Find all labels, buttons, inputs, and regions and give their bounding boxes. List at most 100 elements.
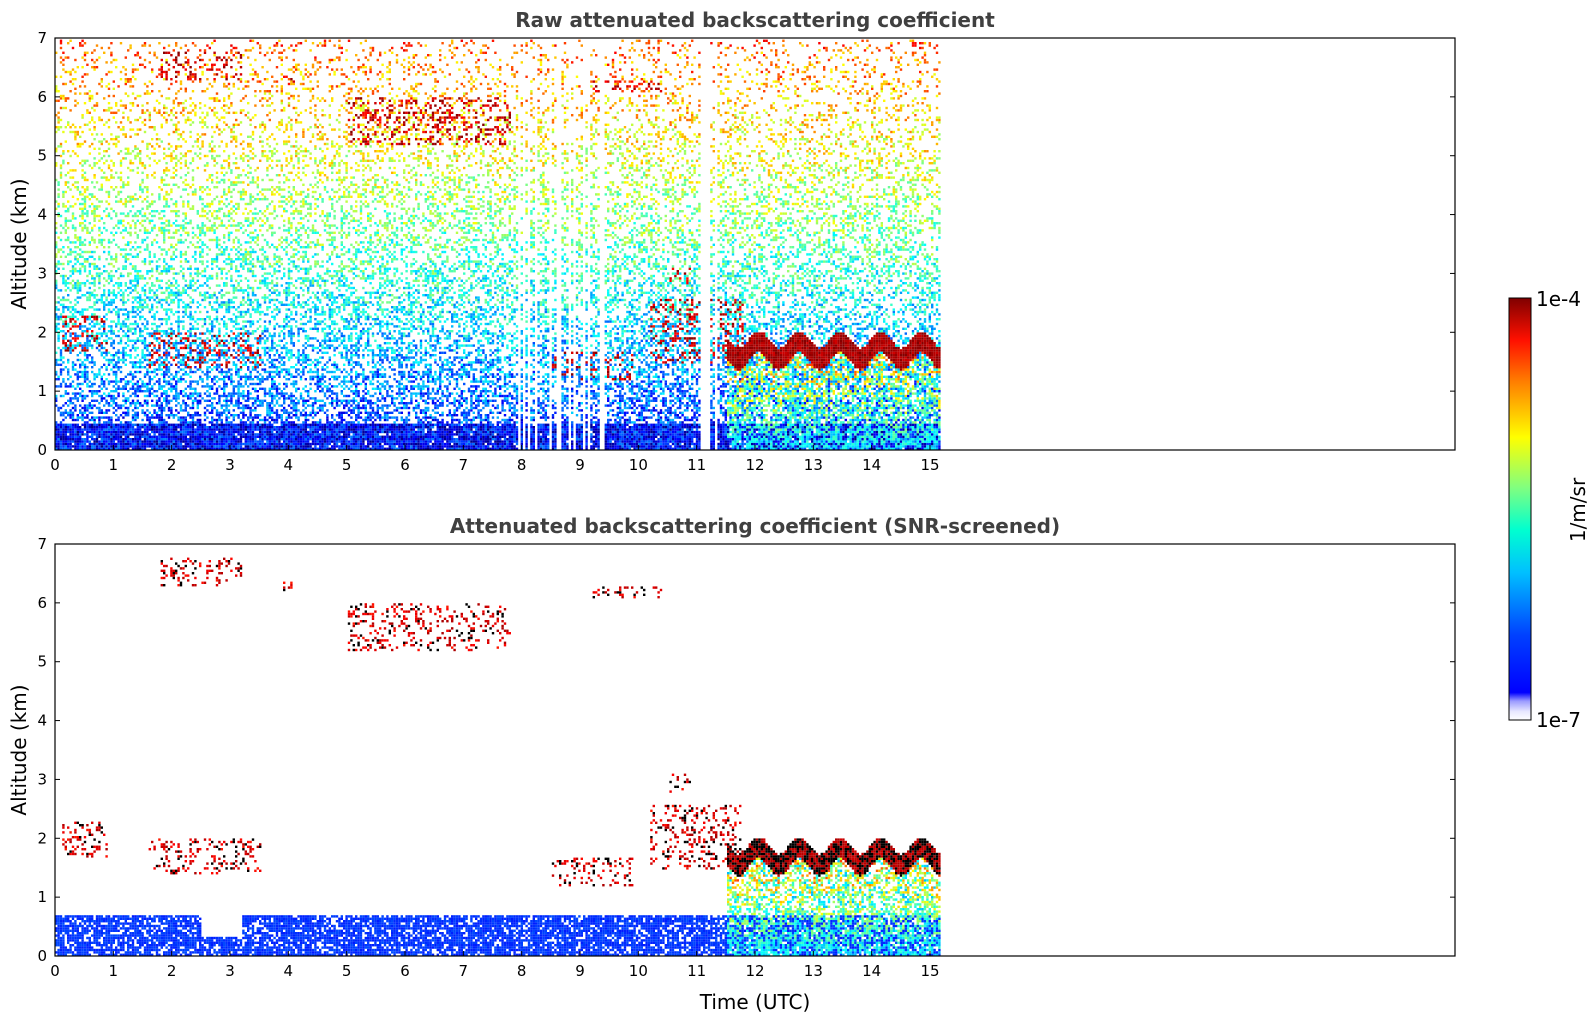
heatmap-cell — [175, 390, 178, 393]
heatmap-cell — [134, 382, 137, 386]
heatmap-cell — [167, 308, 171, 311]
heatmap-cell — [208, 229, 211, 232]
heatmap-cell — [57, 205, 60, 208]
heatmap-cell — [213, 51, 216, 54]
heatmap-cell — [230, 102, 233, 105]
heatmap-cell — [213, 73, 216, 76]
heatmap-cell — [100, 118, 103, 122]
heatmap-cell — [81, 423, 84, 426]
heatmap-cell — [179, 445, 183, 448]
heatmap-cell — [86, 339, 89, 342]
heatmap-cell — [124, 202, 127, 206]
heatmap-cell — [163, 267, 166, 270]
heatmap-cell — [127, 150, 130, 153]
heatmap-cell — [175, 294, 178, 297]
heatmap-cell — [230, 382, 233, 386]
heatmap-cell — [98, 234, 101, 237]
heatmap-cell — [134, 440, 137, 443]
heatmap-cell — [117, 219, 120, 222]
heatmap-cell — [165, 97, 168, 100]
heatmap-cell — [100, 442, 103, 446]
heatmap-cell — [139, 274, 142, 278]
heatmap-cell — [122, 236, 125, 239]
heatmap-cell — [100, 78, 103, 81]
heatmap-cell — [182, 138, 185, 141]
heatmap-cell — [187, 193, 190, 196]
heatmap-cell — [172, 394, 175, 398]
heatmap-cell — [79, 382, 82, 386]
heatmap-cell — [179, 363, 183, 366]
heatmap-cell — [62, 414, 65, 417]
heatmap-cell — [71, 445, 75, 448]
heatmap-cell — [218, 430, 221, 434]
heatmap-cell — [69, 90, 72, 93]
heatmap-cell — [237, 406, 240, 410]
heatmap-cell — [79, 366, 82, 369]
heatmap-cell — [179, 253, 183, 256]
heatmap-cell — [131, 440, 135, 443]
heatmap-cell — [98, 226, 101, 230]
heatmap-cell — [158, 438, 161, 441]
heatmap-cell — [148, 157, 151, 160]
heatmap-cell — [55, 445, 58, 448]
heatmap-cell — [189, 406, 192, 410]
heatmap-cell — [199, 399, 202, 402]
heatmap-cell — [93, 378, 96, 381]
heatmap-cell — [211, 385, 214, 388]
heatmap-cell — [124, 447, 127, 450]
heatmap-cell — [59, 39, 63, 42]
heatmap-cell — [64, 344, 67, 347]
heatmap-cell — [110, 303, 113, 306]
heatmap-cell — [136, 104, 139, 107]
heatmap-cell — [230, 135, 233, 138]
heatmap-cell — [160, 253, 163, 256]
heatmap-cell — [69, 176, 72, 179]
heatmap-cell — [124, 255, 127, 258]
heatmap-cell — [165, 320, 168, 323]
heatmap-cell — [81, 433, 84, 436]
heatmap-cell — [134, 193, 137, 196]
heatmap-cell — [237, 404, 240, 407]
heatmap-cell — [160, 411, 163, 414]
heatmap-cell — [131, 414, 135, 417]
heatmap-cell — [235, 296, 238, 299]
heatmap-cell — [220, 344, 223, 347]
heatmap-cell — [215, 58, 219, 62]
heatmap-cell — [139, 162, 142, 165]
heatmap-cell — [57, 236, 60, 239]
heatmap-cell — [62, 423, 65, 426]
heatmap-cell — [227, 428, 231, 431]
heatmap-cell — [165, 373, 168, 376]
heatmap-cell — [235, 253, 238, 256]
heatmap-cell — [182, 327, 185, 330]
heatmap-cell — [105, 430, 108, 434]
heatmap-cell — [199, 440, 202, 443]
heatmap-cell — [160, 58, 163, 62]
heatmap-cell — [105, 279, 108, 282]
heatmap-cell — [86, 159, 89, 162]
heatmap-cell — [170, 346, 173, 350]
heatmap-cell — [93, 207, 96, 210]
heatmap-cell — [83, 200, 87, 203]
heatmap-cell — [79, 190, 82, 194]
heatmap-cell — [100, 394, 103, 398]
heatmap-cell — [131, 426, 135, 429]
heatmap-cell — [110, 327, 113, 330]
heatmap-cell — [122, 303, 125, 306]
heatmap-cell — [211, 330, 214, 333]
heatmap-cell — [93, 433, 96, 436]
heatmap-cell — [115, 145, 118, 148]
heatmap-cell — [179, 358, 183, 362]
heatmap-cell — [172, 183, 175, 186]
heatmap-cell — [230, 373, 233, 376]
heatmap-cell — [235, 385, 238, 388]
heatmap-cell — [81, 325, 84, 328]
heatmap-cell — [208, 349, 211, 352]
heatmap-cell — [223, 301, 226, 304]
heatmap-cell — [117, 445, 120, 448]
heatmap-cell — [107, 303, 111, 306]
heatmap-cell — [71, 433, 75, 436]
heatmap-cell — [203, 231, 207, 234]
heatmap-cell — [143, 394, 147, 398]
heatmap-cell — [91, 337, 94, 340]
